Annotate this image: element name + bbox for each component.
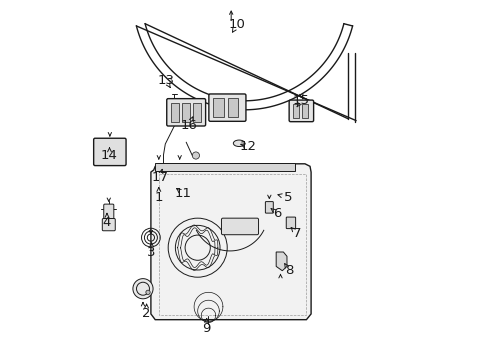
Text: 7: 7 [292,227,300,240]
FancyBboxPatch shape [285,217,295,229]
FancyBboxPatch shape [102,219,115,231]
Text: 16: 16 [180,119,197,132]
Text: 3: 3 [147,246,156,259]
Bar [192,103,200,122]
FancyBboxPatch shape [288,100,313,122]
Text: 5: 5 [283,191,291,204]
FancyBboxPatch shape [221,218,258,235]
Polygon shape [151,164,310,320]
FancyBboxPatch shape [208,94,245,121]
Bar [182,103,189,122]
Text: 11: 11 [174,187,191,200]
Bar [155,163,294,171]
Text: 13: 13 [157,75,174,87]
FancyBboxPatch shape [265,202,273,213]
Text: 14: 14 [101,149,118,162]
Bar [292,104,299,118]
Bar [213,98,224,117]
Text: 6: 6 [272,207,281,220]
Text: 17: 17 [151,171,168,184]
FancyBboxPatch shape [166,99,205,126]
Text: 9: 9 [202,322,210,335]
Text: 1: 1 [154,191,163,204]
Text: 12: 12 [239,140,256,153]
Text: 4: 4 [102,216,111,229]
Text: 8: 8 [285,264,293,277]
Bar [301,104,307,118]
Circle shape [192,152,199,159]
FancyBboxPatch shape [94,138,126,166]
Text: 10: 10 [228,18,245,31]
Circle shape [133,279,153,299]
Polygon shape [276,252,286,271]
Text: 2: 2 [142,307,150,320]
Bar [227,98,238,117]
Text: 15: 15 [292,94,309,107]
Bar [171,103,179,122]
FancyBboxPatch shape [103,204,114,220]
Ellipse shape [233,140,244,147]
Circle shape [145,290,150,294]
